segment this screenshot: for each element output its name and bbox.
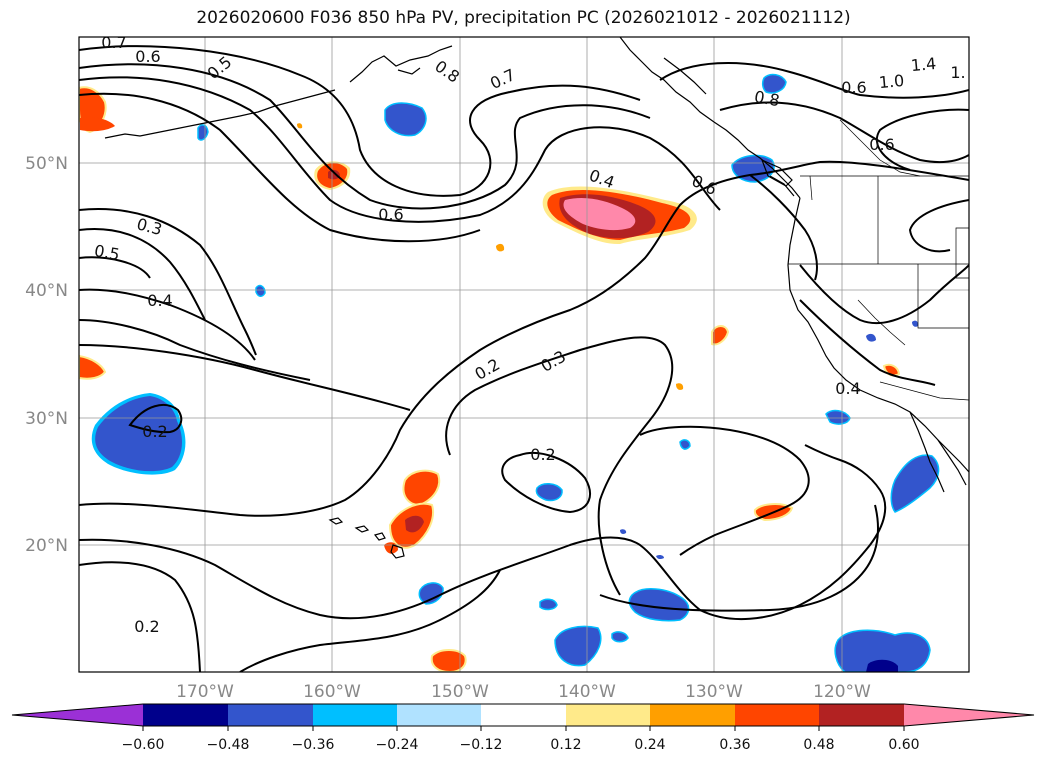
lon-label: 160°W: [303, 682, 361, 702]
colorbar-segment: [650, 704, 735, 726]
colorbar-tick-labels: −0.60 −0.48 −0.36 −0.24 −0.12 0.12 0.24 …: [122, 737, 920, 753]
contour-label: 0.6: [869, 135, 894, 154]
contour-label: 0.4: [835, 379, 860, 398]
plot-frame: [78, 36, 970, 673]
pv-contours: [79, 45, 969, 672]
lat-label: 50°N: [25, 154, 68, 174]
map-plot-area: 0.7 0.6 0.5 0.8 0.7 1.4 1. 0.8 1.0 0.6 0…: [79, 33, 969, 672]
lat-label: 20°N: [25, 536, 68, 556]
colorbar-segment: [481, 704, 566, 726]
colorbar-segment: [397, 704, 481, 726]
colorbar-tick: 0.24: [634, 737, 665, 753]
colorbar-segment: [228, 704, 313, 726]
contour-label: 0.7: [101, 33, 126, 52]
colorbar-tick: 0.48: [803, 737, 834, 753]
colorbar-tick: −0.36: [292, 737, 335, 753]
colorbar-tick: 0.36: [719, 737, 750, 753]
lon-label: 130°W: [685, 682, 743, 702]
lon-label: 170°W: [176, 682, 234, 702]
lon-label: 120°W: [813, 682, 871, 702]
colorbar-segment: [566, 704, 650, 726]
colorbar-extend-low: [12, 704, 143, 726]
lat-label: 30°N: [25, 409, 68, 429]
contour-label: 0.6: [135, 47, 160, 66]
colorbar-segment: [143, 704, 228, 726]
contour-label: 0.2: [134, 617, 159, 636]
colorbar-segment: [819, 704, 904, 726]
colorbar-tick: −0.24: [376, 737, 419, 753]
colorbar-segment: [313, 704, 397, 726]
contour-label: 1.4: [910, 54, 937, 75]
contour-label: 1.: [950, 63, 965, 82]
colorbar-tick: −0.60: [122, 737, 165, 753]
map-grid: [79, 37, 969, 672]
colorbar-segment: [735, 704, 819, 726]
contour-label: 0.6: [378, 205, 403, 224]
colorbar-tick: −0.12: [460, 737, 503, 753]
contour-label: 0.5: [93, 241, 121, 264]
lon-label: 150°W: [431, 682, 489, 702]
colorbar-tick: 0.60: [888, 737, 919, 753]
colorbar-tick: −0.48: [207, 737, 250, 753]
contour-label: 0.8: [753, 87, 781, 110]
map-title: 2026020600 F036 850 hPa PV, precipitatio…: [196, 8, 851, 28]
contour-label: 1.0: [878, 71, 905, 92]
coastlines: [104, 37, 969, 559]
contour-label: 0.2: [530, 445, 555, 464]
contour-label: 0.6: [841, 78, 866, 97]
colorbar-extend-high: [904, 704, 1034, 726]
lat-label: 40°N: [25, 281, 68, 301]
colorbar: −0.60 −0.48 −0.36 −0.24 −0.12 0.12 0.24 …: [11, 703, 1035, 753]
latitude-labels: 50°N 40°N 30°N 20°N: [25, 154, 68, 556]
precipitation-shading: [79, 73, 940, 672]
lon-label: 140°W: [558, 682, 616, 702]
contour-label: 0.2: [142, 422, 167, 441]
contour-label: 0.4: [147, 291, 172, 310]
colorbar-tick: 0.12: [550, 737, 581, 753]
longitude-labels: 170°W 160°W 150°W 140°W 130°W 120°W: [176, 682, 871, 702]
